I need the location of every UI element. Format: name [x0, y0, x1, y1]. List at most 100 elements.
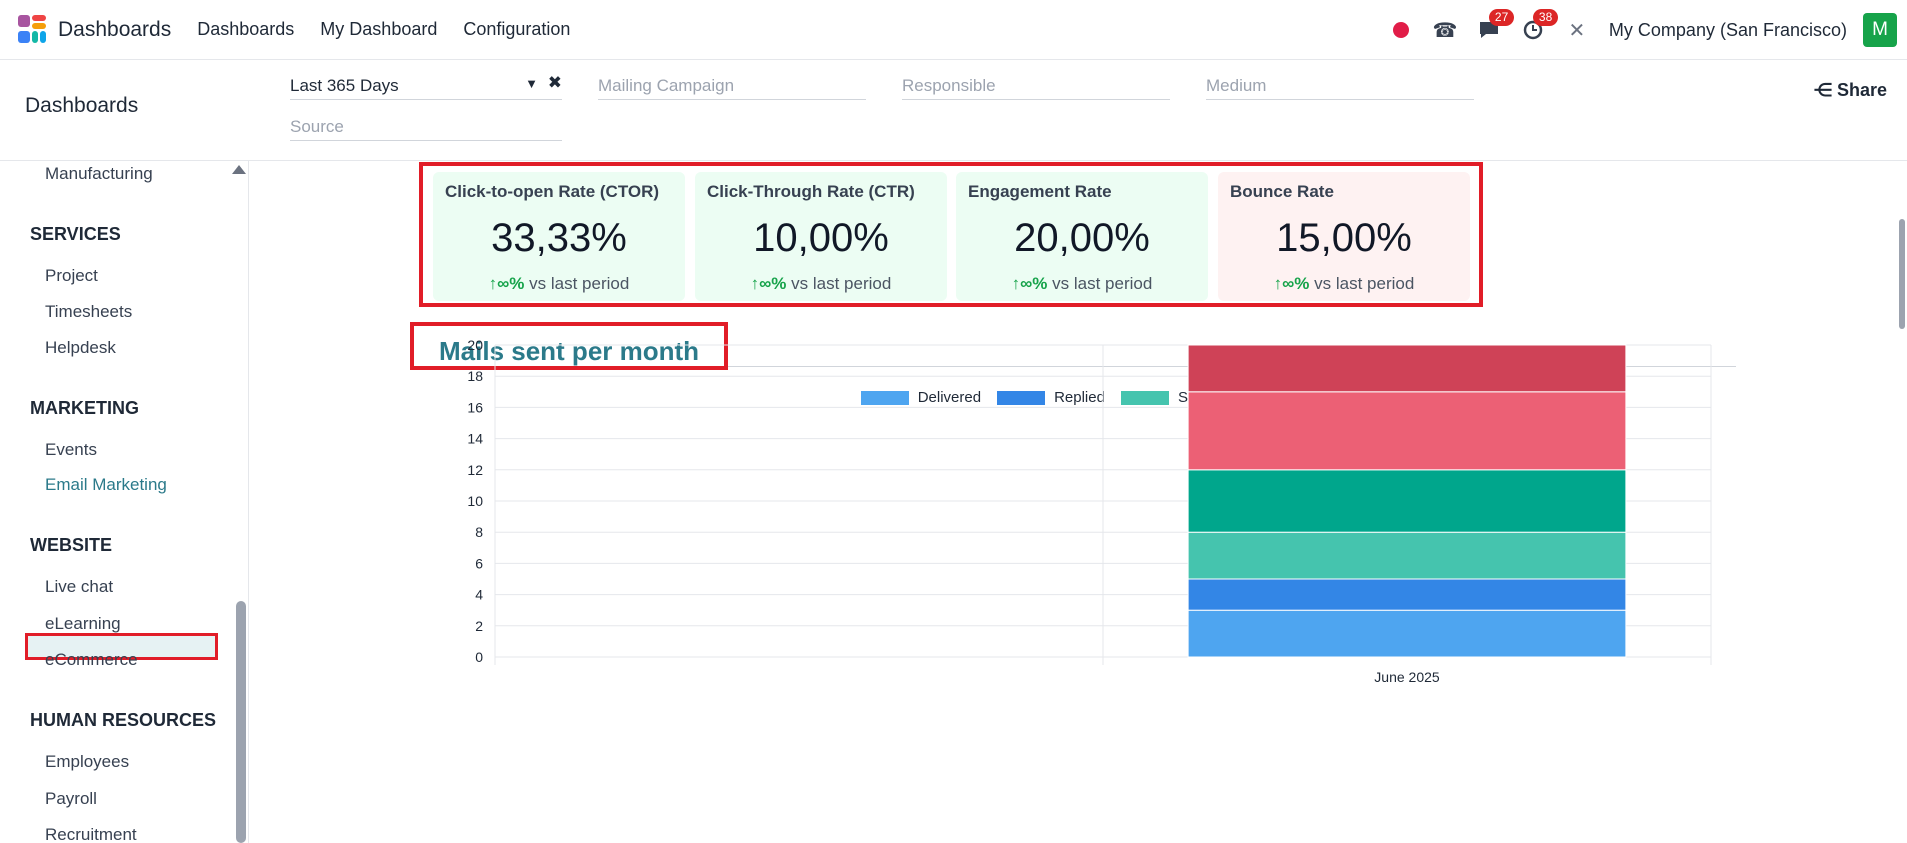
sidebar-section-human-resources: HUMAN RESOURCES [30, 710, 217, 730]
sidebar-item-events[interactable]: Events [45, 440, 97, 459]
sidebar-item-helpdesk[interactable]: Helpdesk [45, 338, 116, 357]
sidebar-scrollbar[interactable] [236, 601, 246, 843]
y-tick-label: 16 [467, 399, 483, 415]
kpi-value: 20,00% [1014, 216, 1150, 260]
bar-segment-bounced [1187, 344, 1627, 393]
share-icon: ⋲ [1813, 80, 1832, 100]
sidebar-item-employees[interactable]: Employees [45, 752, 130, 771]
y-tick-label: 2 [475, 618, 483, 634]
clock-icon[interactable]: 38 [1521, 9, 1559, 42]
y-tick-label: 12 [467, 462, 483, 478]
mailing-campaign-filter[interactable]: Mailing Campaign [598, 70, 866, 100]
y-tick-label: 18 [467, 368, 483, 384]
source-placeholder: Source [290, 117, 344, 136]
responsible-filter[interactable]: Responsible [902, 70, 1170, 100]
nav-dashboards[interactable]: Dashboards [197, 19, 295, 39]
trend-up-icon: ↑∞% [488, 274, 525, 293]
kpi-trend: ↑∞% vs last period [956, 274, 1208, 294]
sidebar-section-marketing: MARKETING [30, 398, 139, 418]
main-scrollbar[interactable] [1899, 219, 1905, 329]
sidebar-item-elearning[interactable]: eLearning [45, 614, 121, 633]
kpi-value: 10,00% [753, 216, 889, 260]
sidebar-item-manufacturing[interactable]: Manufacturing [45, 164, 153, 183]
kpi-value: 15,00% [1276, 216, 1412, 260]
kpi-highlight-box [419, 162, 1483, 307]
sidebar-item-payroll[interactable]: Payroll [45, 789, 97, 808]
sidebar-item-timesheets[interactable]: Timesheets [45, 302, 133, 321]
bar-segment-opened [1187, 469, 1627, 533]
legend-swatch [1120, 390, 1169, 405]
legend-swatch [997, 390, 1046, 405]
app-brand[interactable]: Dashboards [58, 17, 172, 41]
trend-up-icon: ↑∞% [1273, 274, 1310, 293]
chat-count-badge: 27 [1488, 9, 1515, 26]
y-tick-label: 10 [467, 493, 483, 509]
medium-placeholder: Medium [1206, 76, 1267, 95]
sidebar-item-live-chat[interactable]: Live chat [45, 577, 114, 596]
legend-item-replied[interactable]: Replied [997, 389, 1105, 406]
kpi-card-ctr[interactable]: Click-Through Rate (CTR) 10,00% ↑∞% vs l… [695, 172, 947, 301]
sidebar-item-email-marketing[interactable]: Email Marketing [45, 475, 167, 494]
bar-segment-sent [1187, 531, 1627, 580]
kpi-trend-text: vs last period [791, 274, 892, 293]
chat-icon[interactable]: 27 [1477, 9, 1515, 42]
kpi-trend-text: vs last period [529, 274, 630, 293]
apps-menu-icon[interactable] [18, 14, 48, 45]
kpi-card-engagement[interactable]: Engagement Rate 20,00% ↑∞% vs last perio… [956, 172, 1208, 301]
kpi-trend-text: vs last period [1314, 274, 1415, 293]
sidebar-section-services: SERVICES [30, 224, 121, 244]
bar-segment-replied [1187, 578, 1627, 611]
sidebar: Manufacturing SERVICES Project Timesheet… [0, 161, 249, 843]
nav-my-dashboard[interactable]: My Dashboard [320, 19, 438, 39]
share-button[interactable]: ⋲ Share [1814, 80, 1887, 101]
y-tick-label: 14 [467, 431, 483, 447]
scroll-up-arrow-icon[interactable] [232, 165, 246, 174]
tools-icon[interactable]: ✕ [1568, 19, 1586, 42]
dashboard-content: Click-to-open Rate (CTOR) 33,33% ↑∞% vs … [250, 161, 1907, 843]
mails-sent-chart: 0 2 4 6 8 10 12 14 16 18 20 June 2025 [467, 337, 1712, 685]
legend-swatch [860, 390, 909, 405]
kpi-card-ctor[interactable]: Click-to-open Rate (CTOR) 33,33% ↑∞% vs … [433, 172, 685, 301]
y-tick-label: 6 [475, 555, 483, 571]
sidebar-item-recruitment[interactable]: Recruitment [45, 825, 137, 843]
chevron-down-icon[interactable]: ▼ [525, 76, 538, 91]
trend-up-icon: ↑∞% [1011, 274, 1048, 293]
period-filter-value: Last 365 Days [290, 76, 399, 95]
section-title: Mails sent per month [439, 336, 700, 366]
kpi-value: 33,33% [491, 216, 627, 260]
company-switcher[interactable]: My Company (San Francisco) [1608, 19, 1847, 40]
medium-filter[interactable]: Medium [1206, 70, 1474, 100]
user-avatar[interactable]: M [1863, 13, 1897, 47]
sidebar-item-ecommerce[interactable]: eCommerce [45, 650, 138, 669]
sidebar-item-project[interactable]: Project [45, 266, 98, 285]
kpi-trend-text: vs last period [1052, 274, 1153, 293]
control-panel: Dashboards Last 365 Days ▼ ✖ Mailing Cam… [0, 60, 1907, 161]
source-filter[interactable]: Source [290, 111, 562, 141]
y-tick-label: 4 [475, 587, 483, 603]
nav-configuration[interactable]: Configuration [463, 19, 571, 39]
period-filter[interactable]: Last 365 Days ▼ ✖ [290, 70, 562, 100]
share-label: Share [1836, 80, 1887, 100]
activity-count-badge: 38 [1532, 9, 1559, 26]
sidebar-section-website: WEBSITE [30, 535, 113, 555]
y-tick-label: 20 [467, 337, 483, 353]
kpi-trend: ↑∞% vs last period [433, 274, 685, 294]
kpi-trend: ↑∞% vs last period [1218, 274, 1470, 294]
legend-label: Replied [1054, 389, 1105, 406]
responsible-placeholder: Responsible [902, 76, 996, 95]
x-tick-label: June 2025 [1374, 669, 1440, 685]
kpi-card-bounce[interactable]: Bounce Rate 15,00% ↑∞% vs last period [1218, 172, 1470, 301]
top-navbar: Dashboards Dashboards My Dashboard Confi… [0, 0, 1907, 60]
active-item-highlight [25, 633, 218, 660]
bar-segment-exception [1187, 391, 1627, 471]
record-dot-icon[interactable] [1389, 18, 1413, 42]
legend-item-delivered[interactable]: Delivered [860, 389, 981, 406]
clear-filter-icon[interactable]: ✖ [547, 73, 562, 92]
trend-up-icon: ↑∞% [750, 274, 787, 293]
phone-icon[interactable]: ☎ [1432, 19, 1458, 42]
section-title-highlight [410, 322, 728, 370]
y-tick-label: 0 [475, 649, 483, 665]
y-tick-label: 8 [475, 524, 483, 540]
bar-segment-delivered [1187, 609, 1627, 658]
page-title: Dashboards [25, 94, 139, 117]
